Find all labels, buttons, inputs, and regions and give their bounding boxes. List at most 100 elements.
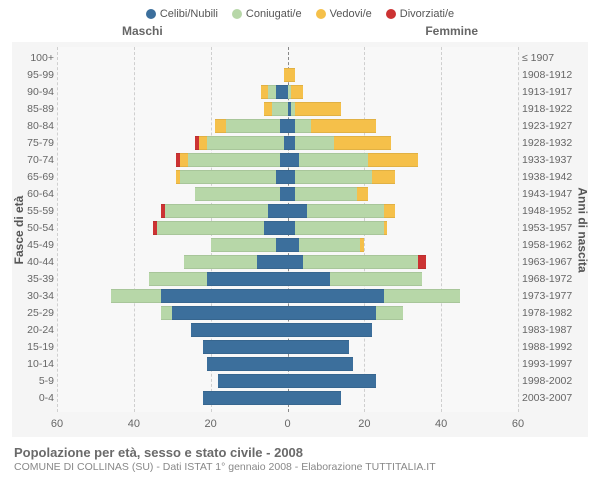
bar-segment	[161, 289, 288, 303]
legend: Celibi/Nubili Coniugati/e Vedovi/e Divorzia…	[12, 8, 588, 20]
bar-segment	[288, 289, 384, 303]
bar-segment	[157, 221, 265, 235]
bar-segment	[288, 187, 296, 201]
bar-row	[57, 340, 518, 354]
bar-segment	[288, 374, 376, 388]
bar-segment	[288, 340, 349, 354]
legend-label: Divorziati/e	[400, 8, 454, 20]
bar-segment	[357, 187, 369, 201]
bar-row	[57, 374, 518, 388]
bar-male	[0, 119, 288, 133]
bar-segment	[280, 119, 288, 133]
legend-item: Vedovi/e	[316, 8, 372, 20]
bar-row	[57, 238, 518, 252]
bar-row	[57, 68, 518, 82]
bar-segment	[311, 119, 376, 133]
bar-male	[0, 391, 288, 405]
bar-segment	[384, 289, 461, 303]
bar-segment	[111, 289, 161, 303]
bar-segment	[288, 323, 373, 337]
bar-male	[0, 306, 288, 320]
bar-segment	[288, 170, 296, 184]
bar-segment	[295, 102, 341, 116]
bar-row	[57, 272, 518, 286]
gender-labels: Maschi Femmine	[12, 24, 588, 40]
bar-segment	[330, 272, 422, 286]
bar-segment	[180, 153, 188, 167]
bar-female	[288, 170, 600, 184]
male-label: Maschi	[122, 24, 163, 38]
x-tick-label: 20	[205, 418, 217, 430]
x-tick-label: 60	[512, 418, 524, 430]
bar-female	[288, 136, 600, 150]
bar-male	[0, 204, 288, 218]
plot-area: Fasce di età Anni di nascita 60402002040…	[12, 42, 588, 437]
chart-container: Celibi/Nubili Coniugati/e Vedovi/e Divorzia…	[0, 0, 600, 500]
bar-segment	[203, 391, 288, 405]
bar-segment	[268, 204, 287, 218]
bar-female	[288, 51, 600, 65]
bar-segment	[215, 119, 227, 133]
legend-swatch	[386, 9, 396, 19]
bar-segment	[149, 272, 207, 286]
bar-segment	[288, 238, 300, 252]
bar-segment	[207, 136, 284, 150]
bar-male	[0, 323, 288, 337]
bar-row	[57, 391, 518, 405]
bar-segment	[299, 238, 360, 252]
bar-segment	[288, 306, 376, 320]
bar-row	[57, 306, 518, 320]
legend-label: Celibi/Nubili	[160, 8, 218, 20]
bar-row	[57, 51, 518, 65]
bar-segment	[257, 255, 288, 269]
bar-segment	[199, 136, 207, 150]
bar-segment	[288, 153, 300, 167]
bar-segment	[165, 204, 269, 218]
bar-segment	[291, 85, 303, 99]
bar-female	[288, 357, 600, 371]
bar-male	[0, 136, 288, 150]
legend-swatch	[146, 9, 156, 19]
chart-footer: Popolazione per età, sesso e stato civil…	[12, 443, 588, 473]
bar-segment	[161, 306, 173, 320]
bar-row	[57, 119, 518, 133]
legend-item: Celibi/Nubili	[146, 8, 218, 20]
legend-item: Divorziati/e	[386, 8, 454, 20]
bar-male	[0, 102, 288, 116]
bar-row	[57, 221, 518, 235]
legend-label: Vedovi/e	[330, 8, 372, 20]
bar-segment	[264, 221, 287, 235]
legend-swatch	[316, 9, 326, 19]
bar-segment	[299, 153, 368, 167]
bar-segment	[207, 357, 288, 371]
chart-title: Popolazione per età, sesso e stato civil…	[14, 445, 586, 460]
bar-segment	[307, 204, 384, 218]
female-label: Femmine	[425, 24, 478, 38]
x-tick-label: 40	[128, 418, 140, 430]
bar-segment	[372, 170, 395, 184]
bar-female	[288, 221, 600, 235]
bar-segment	[288, 68, 296, 82]
bar-female	[288, 340, 600, 354]
bar-row	[57, 357, 518, 371]
bar-segment	[376, 306, 403, 320]
bar-segment	[280, 187, 288, 201]
bar-female	[288, 68, 600, 82]
bar-segment	[280, 153, 288, 167]
bar-male	[0, 272, 288, 286]
bar-segment	[288, 221, 296, 235]
bar-segment	[272, 102, 287, 116]
bar-segment	[418, 255, 426, 269]
bar-row	[57, 170, 518, 184]
bar-row	[57, 136, 518, 150]
bar-female	[288, 289, 600, 303]
legend-item: Coniugati/e	[232, 8, 302, 20]
bar-female	[288, 85, 600, 99]
bar-segment	[172, 306, 287, 320]
bar-segment	[295, 221, 383, 235]
bar-segment	[288, 136, 296, 150]
bar-segment	[288, 119, 296, 133]
bar-row	[57, 187, 518, 201]
bar-female	[288, 238, 600, 252]
x-tick-label: 60	[51, 418, 63, 430]
